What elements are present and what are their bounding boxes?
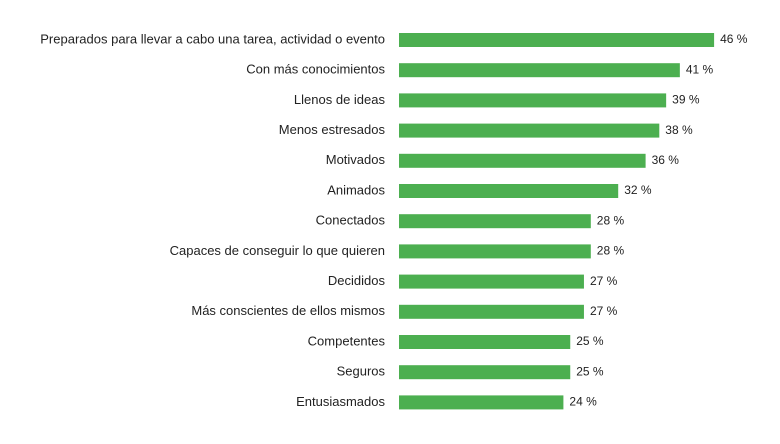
category-label: Preparados para llevar a cabo una tarea,… xyxy=(40,31,385,46)
bar xyxy=(399,304,584,319)
bar-row: Animados 32 % xyxy=(327,182,652,198)
bar xyxy=(399,395,564,410)
value-label: 38 % xyxy=(665,123,693,137)
value-label: 39 % xyxy=(672,93,700,107)
bar-row: Decididos 27 % xyxy=(328,273,618,289)
value-label: 25 % xyxy=(576,364,604,378)
category-label: Conectados xyxy=(316,213,386,228)
bar-row: Menos estresados 38 % xyxy=(279,122,693,138)
bar xyxy=(399,63,680,78)
value-label: 32 % xyxy=(624,183,652,197)
bar xyxy=(399,123,660,138)
value-label: 41 % xyxy=(686,62,714,76)
bar-row: Conectados 28 % xyxy=(316,213,625,229)
category-label: Capaces de conseguir lo que quieren xyxy=(170,243,385,258)
value-label: 24 % xyxy=(569,395,597,409)
value-label: 27 % xyxy=(590,304,618,318)
category-label: Más conscientes de ellos mismos xyxy=(191,303,385,318)
value-label: 25 % xyxy=(576,334,604,348)
bar xyxy=(399,153,646,168)
bar-row: Llenos de ideas 39 % xyxy=(294,92,700,108)
value-label: 28 % xyxy=(597,213,625,227)
category-label: Menos estresados xyxy=(279,122,386,137)
bar xyxy=(399,244,591,259)
bar-row: Seguros 25 % xyxy=(337,364,604,380)
bar xyxy=(399,33,715,47)
category-label: Con más conocimientos xyxy=(246,62,385,77)
bar-row: Con más conocimientos 41 % xyxy=(246,62,714,78)
value-label: 28 % xyxy=(597,244,625,258)
bar-row: Motivados 36 % xyxy=(326,152,680,168)
value-label: 46 % xyxy=(720,32,748,46)
bar-row: Más conscientes de ellos mismos 27 % xyxy=(191,303,618,319)
category-label: Decididos xyxy=(328,273,386,288)
category-label: Llenos de ideas xyxy=(294,92,386,107)
bar xyxy=(399,365,571,380)
bar-row: Capaces de conseguir lo que quieren 28 % xyxy=(170,243,625,259)
category-label: Competentes xyxy=(308,333,386,348)
bar-row: Preparados para llevar a cabo una tarea,… xyxy=(40,31,748,47)
category-label: Animados xyxy=(327,182,385,197)
category-label: Seguros xyxy=(337,364,386,379)
bar xyxy=(399,274,584,289)
bar xyxy=(399,93,667,108)
bar-row: Competentes 25 % xyxy=(308,333,604,349)
category-label: Entusiasmados xyxy=(296,394,385,409)
category-label: Motivados xyxy=(326,152,386,167)
value-label: 36 % xyxy=(652,153,680,167)
value-label: 27 % xyxy=(590,274,618,288)
bar xyxy=(399,335,571,349)
bar xyxy=(399,214,591,229)
bar-row: Entusiasmados 24 % xyxy=(296,394,597,410)
bar xyxy=(399,184,619,198)
